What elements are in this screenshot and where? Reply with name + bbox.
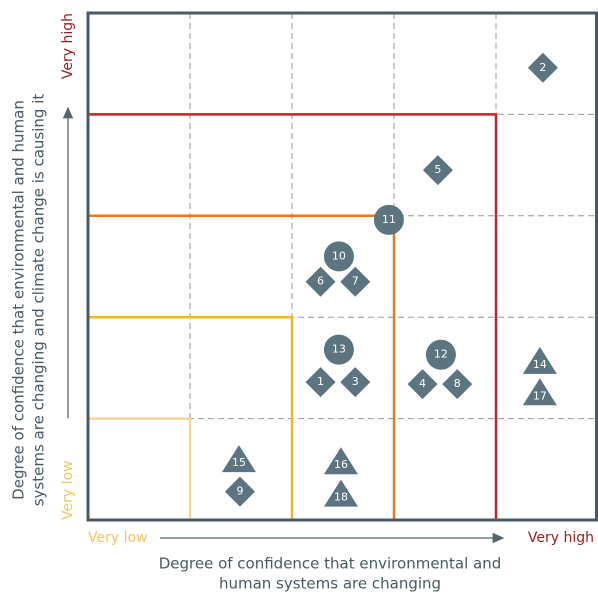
point-label: 2 xyxy=(539,61,546,74)
x-tick-label: Very low xyxy=(88,530,148,546)
triangle-marker xyxy=(221,445,256,473)
diamond-marker xyxy=(442,369,473,400)
triangle-marker xyxy=(522,346,557,374)
circle-marker xyxy=(373,204,404,235)
diamond-marker xyxy=(224,476,255,507)
point-label: 11 xyxy=(382,213,396,226)
point-label: 14 xyxy=(533,358,547,371)
confidence-zone xyxy=(88,417,192,520)
y-tick-label: Very low xyxy=(60,461,76,521)
point-label: 18 xyxy=(334,491,348,504)
confidence-zone xyxy=(88,315,294,520)
point-label: 12 xyxy=(434,348,448,361)
point-label: 16 xyxy=(334,458,348,471)
point-label: 15 xyxy=(232,456,246,469)
triangle-marker xyxy=(522,378,557,406)
diamond-marker xyxy=(407,369,438,400)
point-label: 4 xyxy=(419,377,426,390)
point-label: 3 xyxy=(352,375,359,388)
y-axis-label: systems are changing and climate change … xyxy=(30,94,48,507)
x-axis-label: Degree of confidence that environmental … xyxy=(159,555,502,573)
triangle-marker xyxy=(323,479,358,507)
diamond-marker xyxy=(340,266,371,297)
plot-frame xyxy=(86,11,598,522)
diamond-marker xyxy=(305,266,336,297)
x-axis-label: human systems are changing xyxy=(219,575,441,593)
confidence-zone xyxy=(88,113,498,520)
diamond-marker xyxy=(305,367,336,398)
point-label: 1 xyxy=(317,375,324,388)
point-label: 6 xyxy=(317,275,324,288)
diamond-marker xyxy=(527,52,558,83)
x-tick-label: Very high xyxy=(528,530,594,546)
point-label: 7 xyxy=(352,275,359,288)
point-label: 8 xyxy=(454,377,461,390)
circle-marker xyxy=(323,241,354,272)
circle-marker xyxy=(425,339,456,370)
triangle-marker xyxy=(323,447,358,475)
diamond-marker xyxy=(422,155,453,186)
y-axis-label: Degree of confidence that environmental … xyxy=(10,100,28,500)
point-label: 5 xyxy=(434,163,441,176)
diamond-marker xyxy=(340,367,371,398)
point-label: 10 xyxy=(332,249,346,262)
circle-marker xyxy=(323,334,354,365)
y-tick-label: Very high xyxy=(60,13,76,79)
point-label: 9 xyxy=(236,485,243,498)
point-label: 17 xyxy=(533,389,547,402)
point-label: 13 xyxy=(332,343,346,356)
